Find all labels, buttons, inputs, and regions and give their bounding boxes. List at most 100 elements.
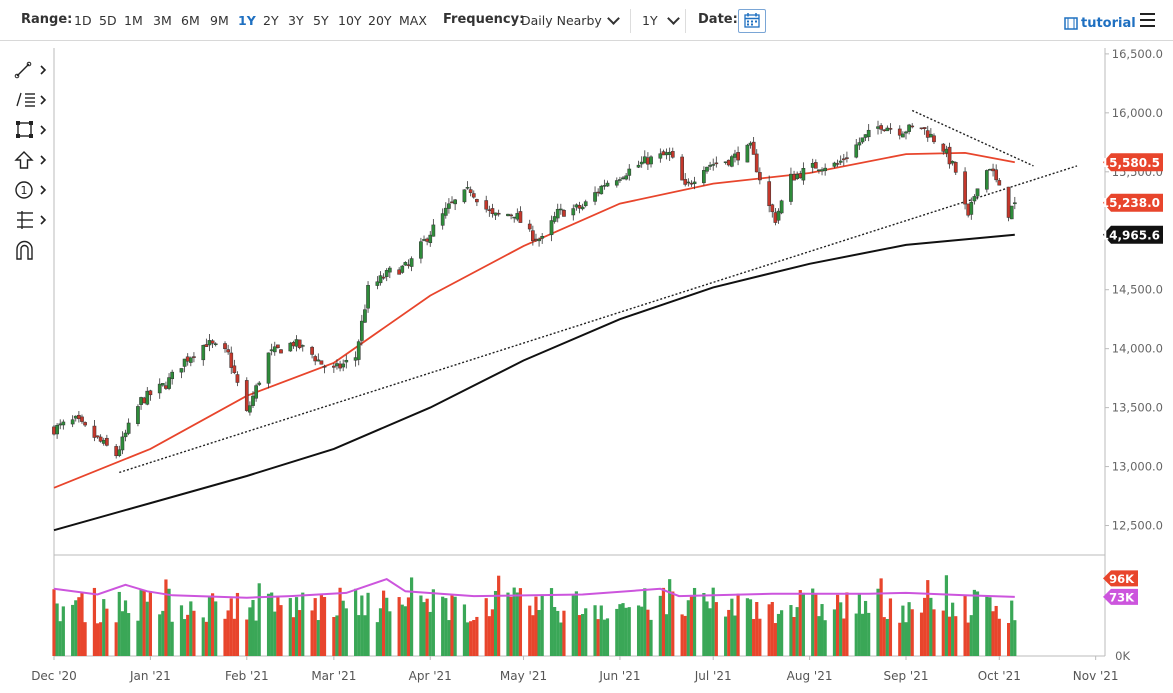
candle-body [711,164,716,166]
volume-bar [593,605,597,656]
price-chart[interactable]: 16,500.016,000.015,500.015,000.014,500.0… [0,42,1173,693]
candle-body [98,436,103,442]
range-2y[interactable]: 2Y [263,13,279,28]
range-10y[interactable]: 10Y [338,13,362,28]
candle-body [792,173,796,181]
volume-bar [179,605,184,656]
volume-bar [944,575,949,656]
candle-body [705,166,709,172]
volume-bar [363,615,367,656]
volume-bar [602,619,606,656]
volume-bar [969,615,973,656]
volume-bar [972,589,977,656]
range-3m[interactable]: 3M [153,13,172,28]
volume-bar [776,613,781,656]
range-1m[interactable]: 1M [124,13,143,28]
volume-bar [288,598,292,656]
volume-bar [615,608,619,656]
measure-tool-icon[interactable] [14,209,50,231]
range-6m[interactable]: 6M [181,13,200,28]
rectangle-tool-icon[interactable] [14,119,50,141]
candle-body [798,173,803,179]
label-tool-icon[interactable]: 1 [14,179,50,201]
volume-bar [490,609,495,656]
divider [630,9,631,33]
trendline-tool-icon[interactable] [14,59,50,81]
volume-bar [493,590,498,656]
frequency-select[interactable]: Daily Nearby [521,13,602,28]
volume-bar [605,618,610,656]
volume-bar [102,599,106,656]
candle-body [963,171,967,205]
candle-body [904,131,908,134]
range-1y[interactable]: 1Y [238,13,256,28]
candle-body [820,169,824,172]
range-3y[interactable]: 3Y [288,13,304,28]
x-tick-label: Jun '21 [598,669,640,683]
candle-body [953,162,958,173]
chevron-down-icon[interactable] [667,12,680,25]
candle-body [680,156,684,181]
volume-bar [58,621,62,656]
menu-icon[interactable] [1140,13,1155,27]
candle-body [518,211,523,223]
volume-bar [898,622,902,656]
candle-body [823,167,827,172]
candle-body [406,264,411,266]
volume-bar [789,605,793,656]
range-9m[interactable]: 9M [210,13,229,28]
volume-bar [932,609,936,656]
volume-bar [811,588,815,656]
candle-body [975,188,980,197]
volume-bar [773,623,777,656]
candle-body [593,192,597,202]
candle-body [748,142,753,146]
volume-bar [80,592,84,656]
volume-bar [963,595,967,656]
volume-bar [192,610,196,656]
volume-bar [621,603,625,656]
arrow-tool-icon[interactable] [14,149,50,171]
candle-body [440,213,445,226]
candle-body [179,368,184,373]
range-max[interactable]: MAX [399,13,427,28]
volume-bar [571,594,575,656]
volume-bar [360,595,364,656]
candle-body [101,439,106,444]
volume-bar [210,593,215,656]
range-1d[interactable]: 1D [74,13,92,28]
volume-bar [251,600,255,656]
period-select[interactable]: 1Y [642,13,658,28]
svg-text:1: 1 [21,184,28,197]
candle-body [192,356,196,358]
volume-bar [257,583,261,656]
candle-body [403,262,408,266]
x-tick-label: Aug '21 [787,669,833,683]
chevron-down-icon[interactable] [607,12,620,25]
volume-bar [475,616,479,656]
volume-bar [814,594,818,656]
candle-body [757,172,762,181]
volume-bar [904,622,908,656]
tutorial-link[interactable]: tutorial [1081,16,1136,31]
magnet-tool-icon[interactable] [14,239,50,261]
range-20y[interactable]: 20Y [368,13,392,28]
volume-bar [854,613,858,656]
volume-bar [357,615,361,656]
film-icon[interactable] [1064,17,1078,30]
date-picker-button[interactable] [738,9,766,33]
candle-body [322,365,327,368]
candle-body [431,224,436,237]
volume-bar [857,594,861,656]
volume-bar [276,596,280,656]
volume-bar [273,611,277,656]
candle-body [966,203,971,216]
range-5y[interactable]: 5Y [313,13,329,28]
candle-body [310,346,314,355]
candle-body [636,164,641,168]
toolbar: Range: 1D 5D 1M 3M 6M 9M 1Y 2Y 3Y 5Y 10Y 20Y MAX Fre… [0,0,1173,41]
candle-body [925,130,930,138]
fibonacci-tool-icon[interactable] [14,89,50,111]
range-5d[interactable]: 5D [99,13,117,28]
volume-bar [422,602,426,656]
